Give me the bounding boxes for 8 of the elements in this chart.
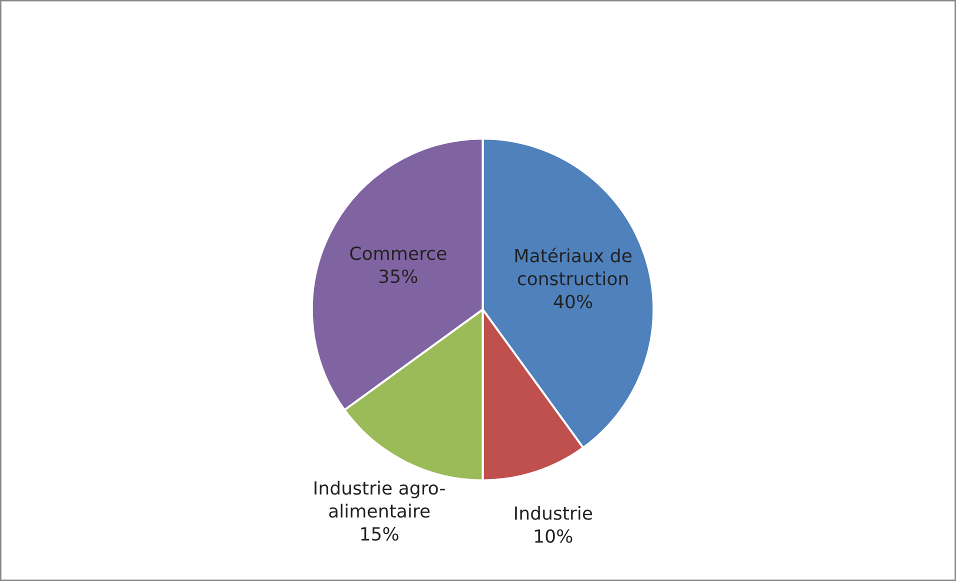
slice-label: Industrie agro-alimentaire (314, 480, 445, 518)
data-label: 15% (361, 527, 398, 541)
data-label: 35% (379, 269, 418, 284)
data-label: 10% (535, 529, 572, 543)
slice-label: Matériaux de construction (515, 248, 632, 286)
data-label: 40% (554, 294, 592, 308)
slice-label: Industrie (515, 506, 592, 520)
slice-label: Commerce (350, 246, 446, 260)
